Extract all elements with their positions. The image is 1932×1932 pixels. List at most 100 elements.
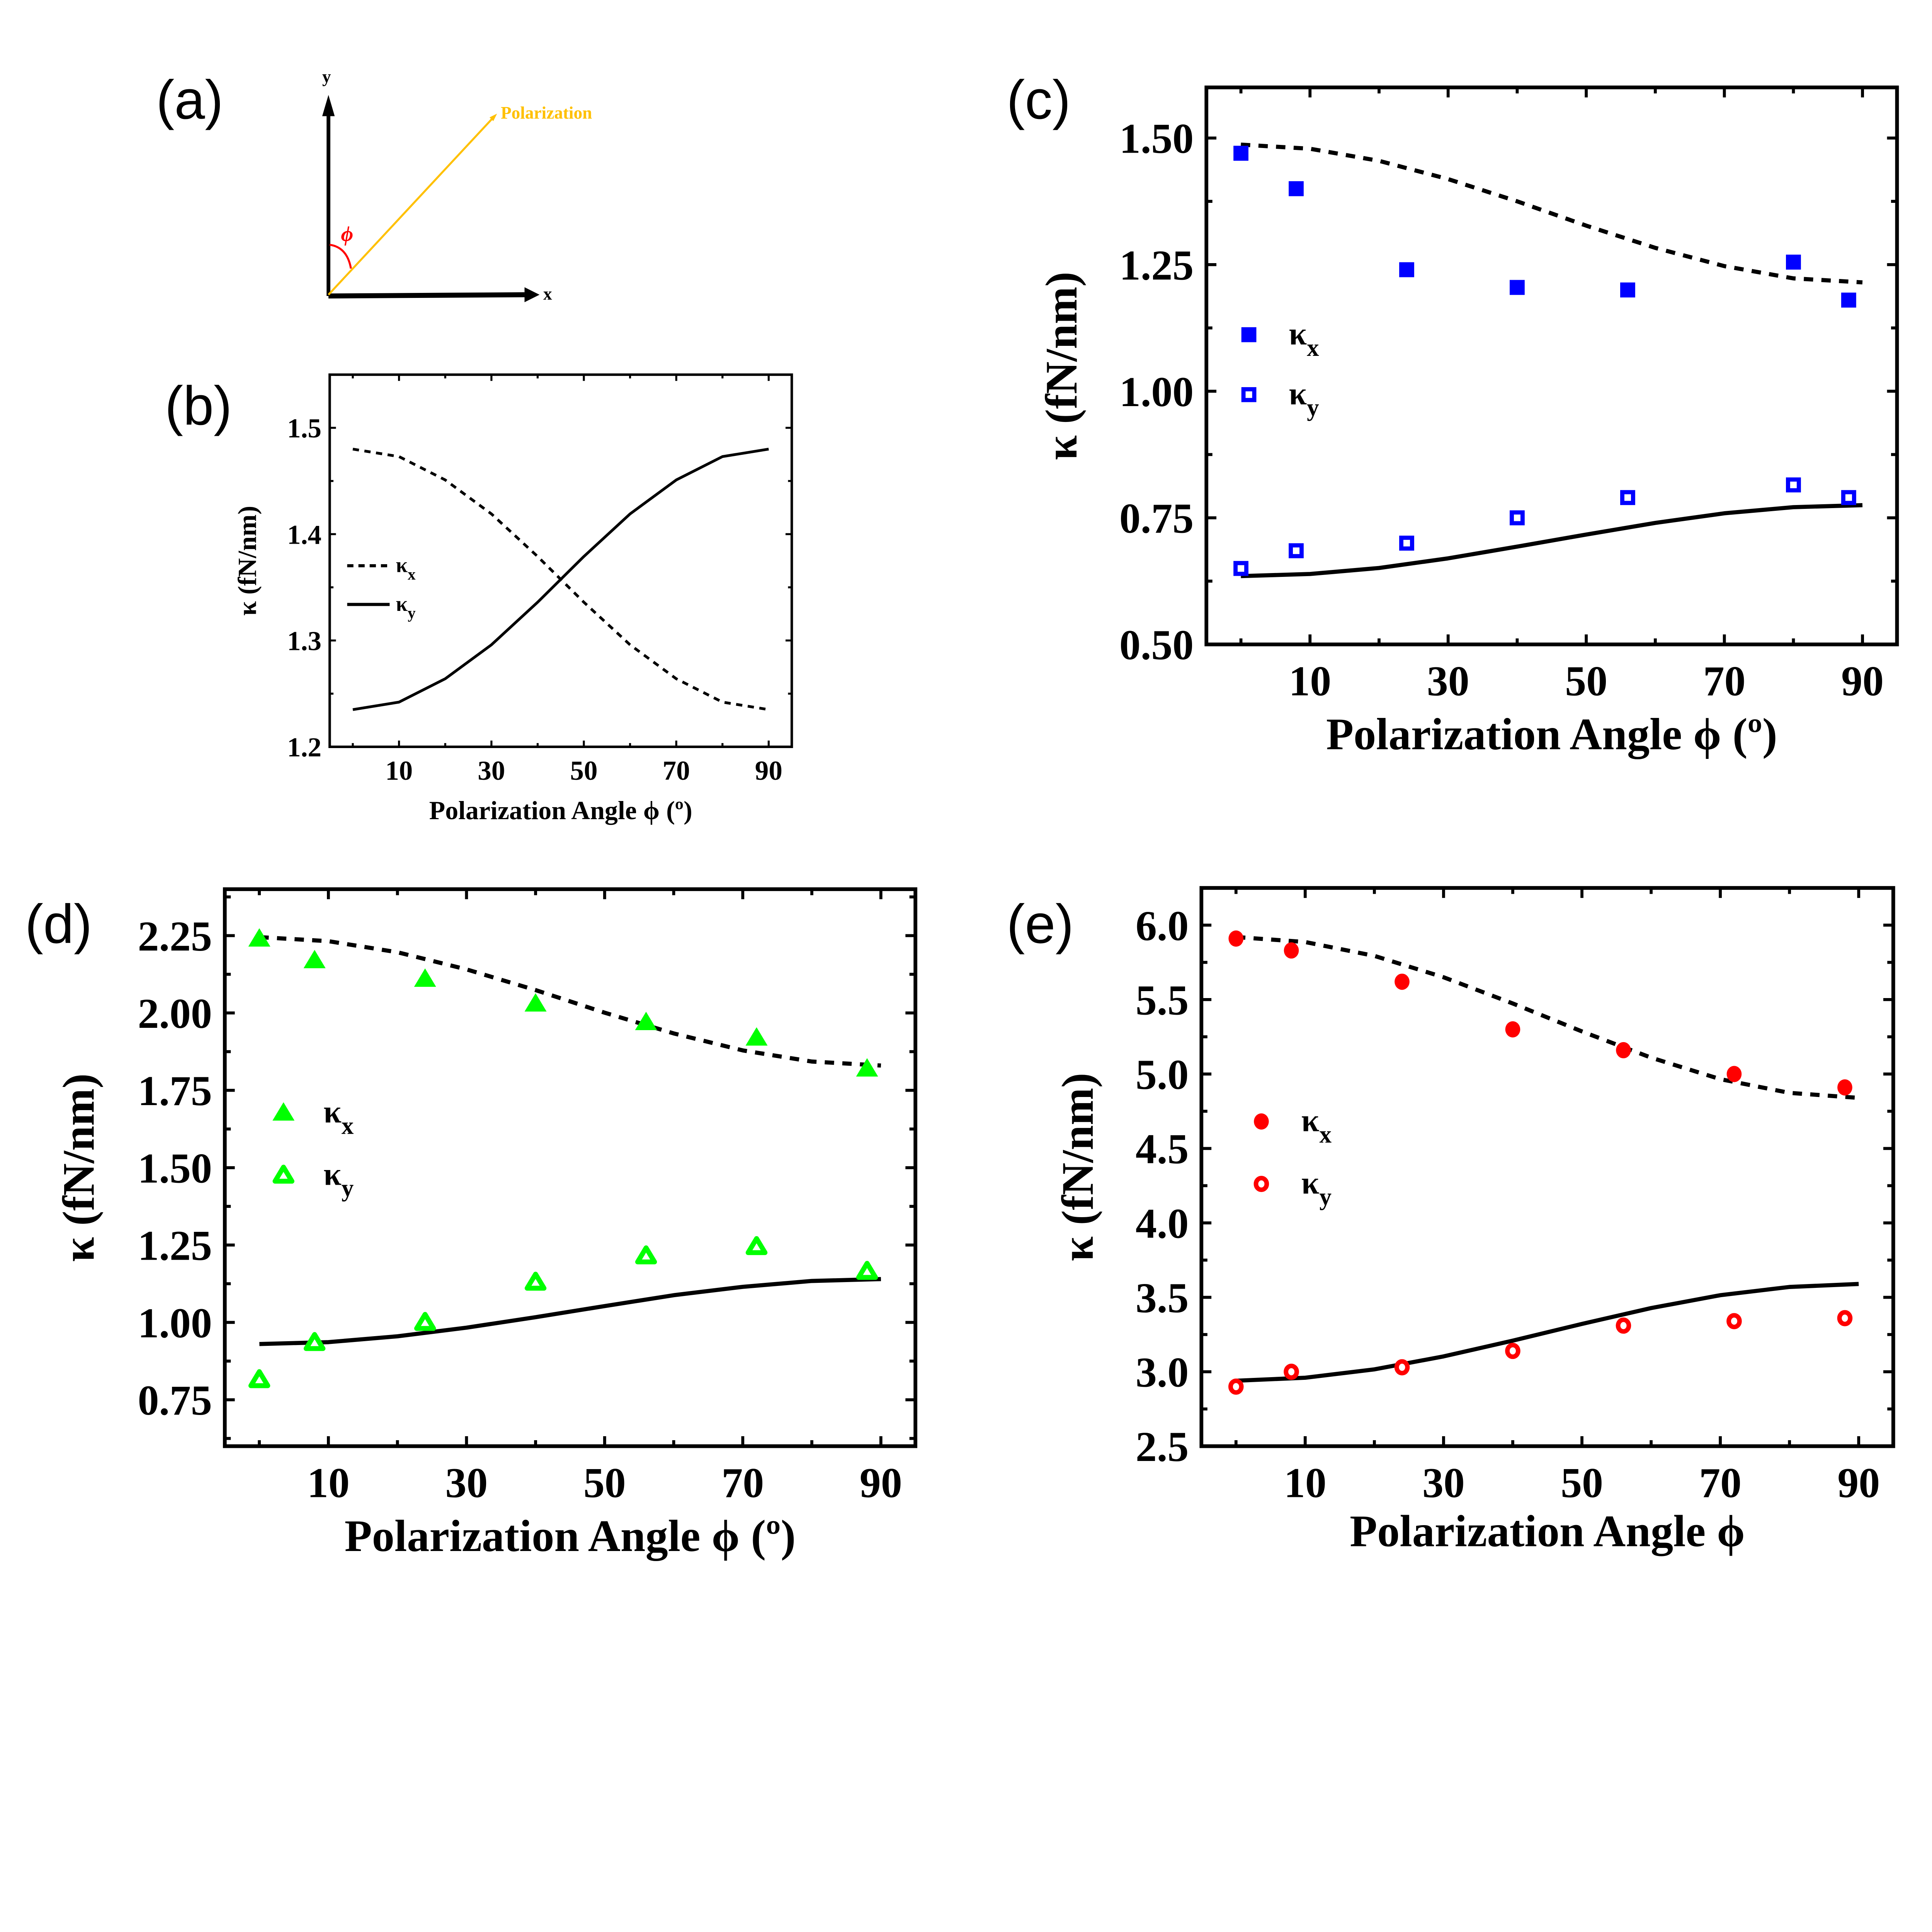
data-point-kx (1510, 280, 1525, 295)
y-axis-title: κ (fN/nm) (1037, 272, 1087, 460)
y-tick-label: 5.0 (1136, 1051, 1189, 1098)
y-tick-label: 1.50 (1119, 115, 1194, 162)
y-tick-label: 3.5 (1136, 1274, 1189, 1321)
fit-curve-solid (1241, 503, 1863, 578)
legend-label: κx (1289, 316, 1319, 361)
panel-label-b: (b) (165, 375, 232, 437)
x-tick-label: 30 (1422, 1459, 1465, 1507)
data-point-kx (745, 1027, 768, 1046)
data-point-ky (1786, 477, 1801, 493)
y-tick-label: 2.25 (138, 913, 212, 960)
polarization-diagram: y x Polarization ϕ (322, 67, 592, 304)
data-point-ky (1620, 490, 1635, 505)
data-point-kx (1726, 1066, 1742, 1082)
data-point-ky (248, 1369, 270, 1388)
y-tick-label: 1.00 (138, 1299, 212, 1347)
legend-subscript: x (1319, 1121, 1332, 1148)
data-point-ky (856, 1261, 878, 1280)
plot-frame (1204, 85, 1899, 646)
diagram-x-axis (328, 292, 525, 299)
y-axis-title: κ (fN/nm) (1053, 1073, 1103, 1261)
x-tick-label: 10 (1289, 658, 1331, 705)
data-point-ky (1233, 561, 1248, 576)
x-tick-label: 50 (570, 756, 597, 786)
y-tick-label: 1.75 (138, 1067, 212, 1114)
legend-marker-filled (1241, 327, 1257, 342)
x-tick-label: 50 (1565, 658, 1607, 705)
legend-marker-open (272, 1165, 294, 1184)
data-point-ky (635, 1245, 657, 1265)
data-point-ky (1616, 1317, 1631, 1334)
data-point-kx (1228, 930, 1244, 947)
data-point-kx (1395, 973, 1410, 990)
legend-marker-filled (272, 1102, 295, 1121)
charts: 10 30 50 70 90 1.2 1.3 1.4 1.5 Polarization Angle… (54, 85, 1899, 1561)
data-point-kx (1841, 293, 1856, 308)
x-tick-label: 50 (583, 1459, 626, 1507)
y-axis-title: κ (fN/nm) (233, 506, 262, 616)
panel-label-e: (e) (1007, 893, 1074, 955)
y-tick-label: 1.00 (1119, 368, 1194, 415)
legend-label: κx (323, 1094, 354, 1139)
x-tick-label: 10 (385, 756, 413, 786)
legend-symbol: κ (396, 592, 408, 616)
legend-subscript: x (1307, 334, 1319, 361)
y-tick-label: 0.75 (138, 1377, 212, 1424)
chart-panel-c: 10 30 50 70 90 0.50 0.75 1.00 1.25 1.50 Polarizati… (1037, 85, 1899, 759)
legend-label: κy (396, 592, 416, 622)
y-tick-label: 6.0 (1136, 902, 1189, 949)
legend-subscript: y (408, 604, 416, 622)
legend-label: κy (1301, 1165, 1332, 1210)
data-point-kx (1284, 942, 1299, 959)
data-point-kx (248, 928, 270, 947)
y-tick-label: 0.50 (1119, 621, 1194, 668)
y-tick-label: 2.00 (138, 990, 212, 1037)
panel-label-a: (a) (156, 69, 223, 131)
data-point-kx (303, 950, 326, 968)
y-tick-label: 1.3 (287, 626, 321, 656)
chart-panel-e: 10 30 50 70 90 2.5 3.0 3.5 4.0 4.5 5.0 5.5 6.0 Polari… (1053, 886, 1895, 1556)
legend-symbol: κ (323, 1094, 342, 1130)
data-point-kx (635, 1012, 657, 1030)
diagram-x-label: x (543, 284, 552, 304)
y-arrowhead-icon (322, 95, 335, 116)
y-tick-label: 4.0 (1136, 1200, 1189, 1247)
y-tick-label: 4.5 (1136, 1126, 1189, 1173)
x-axis-title: Polarization Angle ϕ (1350, 1506, 1745, 1556)
panel-label-c: (c) (1007, 69, 1071, 131)
polarization-arrowhead-icon (489, 114, 497, 121)
y-tick-label: 1.50 (138, 1145, 212, 1192)
x-axis-title: Polarization Angle ϕ (º) (1326, 709, 1777, 759)
data-point-ky (524, 1272, 547, 1291)
legend-label: κx (1301, 1103, 1332, 1148)
y-tick-label: 1.25 (138, 1222, 212, 1269)
data-point-ky (1394, 1359, 1410, 1376)
y-tick-label: 3.0 (1136, 1349, 1189, 1396)
legend-subscript: y (1307, 394, 1319, 421)
data-point-kx (1505, 1021, 1520, 1037)
data-point-ky (1289, 543, 1304, 558)
x-axis-title: Polarization Angle ϕ (º) (345, 1511, 796, 1561)
panel-label-d: (d) (25, 893, 92, 955)
y-tick-label: 0.75 (1119, 495, 1194, 542)
data-point-ky (303, 1332, 326, 1351)
x-tick-label: 10 (1284, 1459, 1327, 1507)
legend-subscript: y (342, 1175, 354, 1202)
x-tick-label: 70 (1703, 658, 1746, 705)
fit-curve-solid (259, 1277, 881, 1346)
legend-symbol: κ (1289, 376, 1307, 412)
legend-label: κy (323, 1156, 354, 1202)
legend-subscript: x (342, 1112, 354, 1139)
data-point-ky (1228, 1378, 1244, 1395)
data-point-ky (414, 1312, 436, 1331)
plot-frame (328, 373, 793, 748)
x-axis-title: Polarization Angle ϕ (º) (429, 796, 692, 825)
data-point-kx (1616, 1042, 1631, 1058)
legend-symbol: κ (323, 1156, 342, 1192)
fit-curve-solid (1236, 1282, 1859, 1383)
data-point-ky (1841, 490, 1856, 505)
x-tick-label: 70 (721, 1459, 764, 1507)
legend-subscript: y (1319, 1184, 1332, 1211)
data-point-kx (1620, 282, 1635, 298)
plot-frame (1199, 886, 1895, 1448)
